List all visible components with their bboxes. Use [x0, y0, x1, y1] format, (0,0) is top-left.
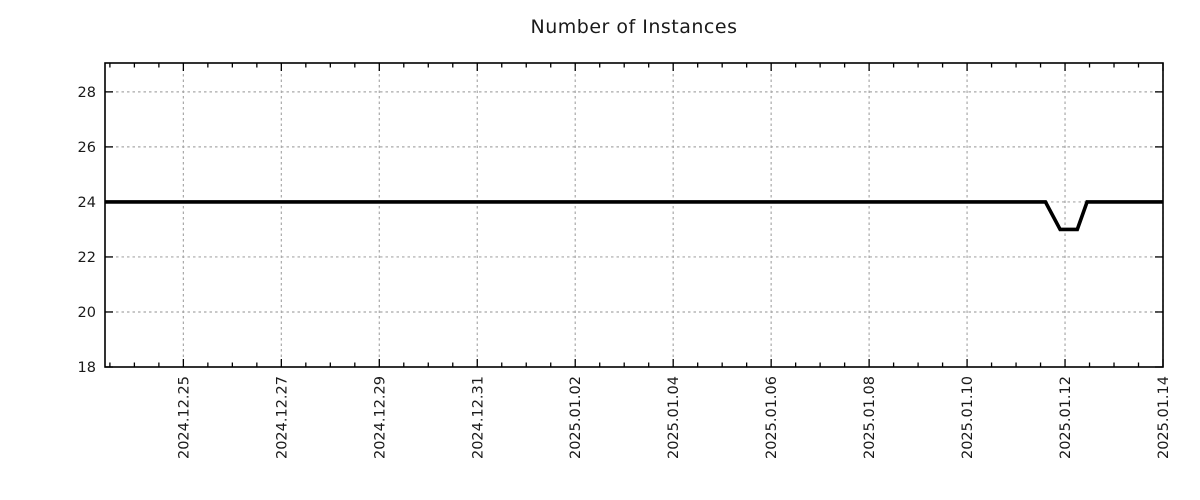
- x-tick-label: 2024.12.27: [274, 376, 290, 459]
- data-line-instances: [105, 200, 1163, 232]
- x-tick-label: 2025.01.06: [764, 376, 780, 459]
- y-tick-label: 24: [78, 195, 96, 211]
- x-tick-label: 2025.01.02: [568, 376, 584, 459]
- x-tick-label: 2025.01.08: [862, 376, 878, 459]
- y-tick-label: 18: [78, 360, 96, 376]
- x-tick-label: 2025.01.12: [1058, 376, 1074, 459]
- x-tick-label: 2024.12.25: [176, 376, 192, 459]
- y-tick-label: 26: [78, 140, 96, 156]
- y-tick-label: 20: [78, 305, 96, 321]
- y-tick-label: 28: [78, 85, 96, 101]
- chart-title: Number of Instances: [530, 16, 738, 38]
- y-tick-label: 22: [78, 250, 96, 266]
- x-tick-label: 2025.01.14: [1156, 376, 1172, 459]
- x-tick-label: 2024.12.29: [372, 376, 388, 459]
- plot-border: [104, 62, 1164, 368]
- x-tick-label: 2025.01.10: [960, 376, 976, 459]
- x-tick-label: 2024.12.31: [470, 376, 486, 459]
- x-tick-label: 2025.01.04: [666, 376, 682, 459]
